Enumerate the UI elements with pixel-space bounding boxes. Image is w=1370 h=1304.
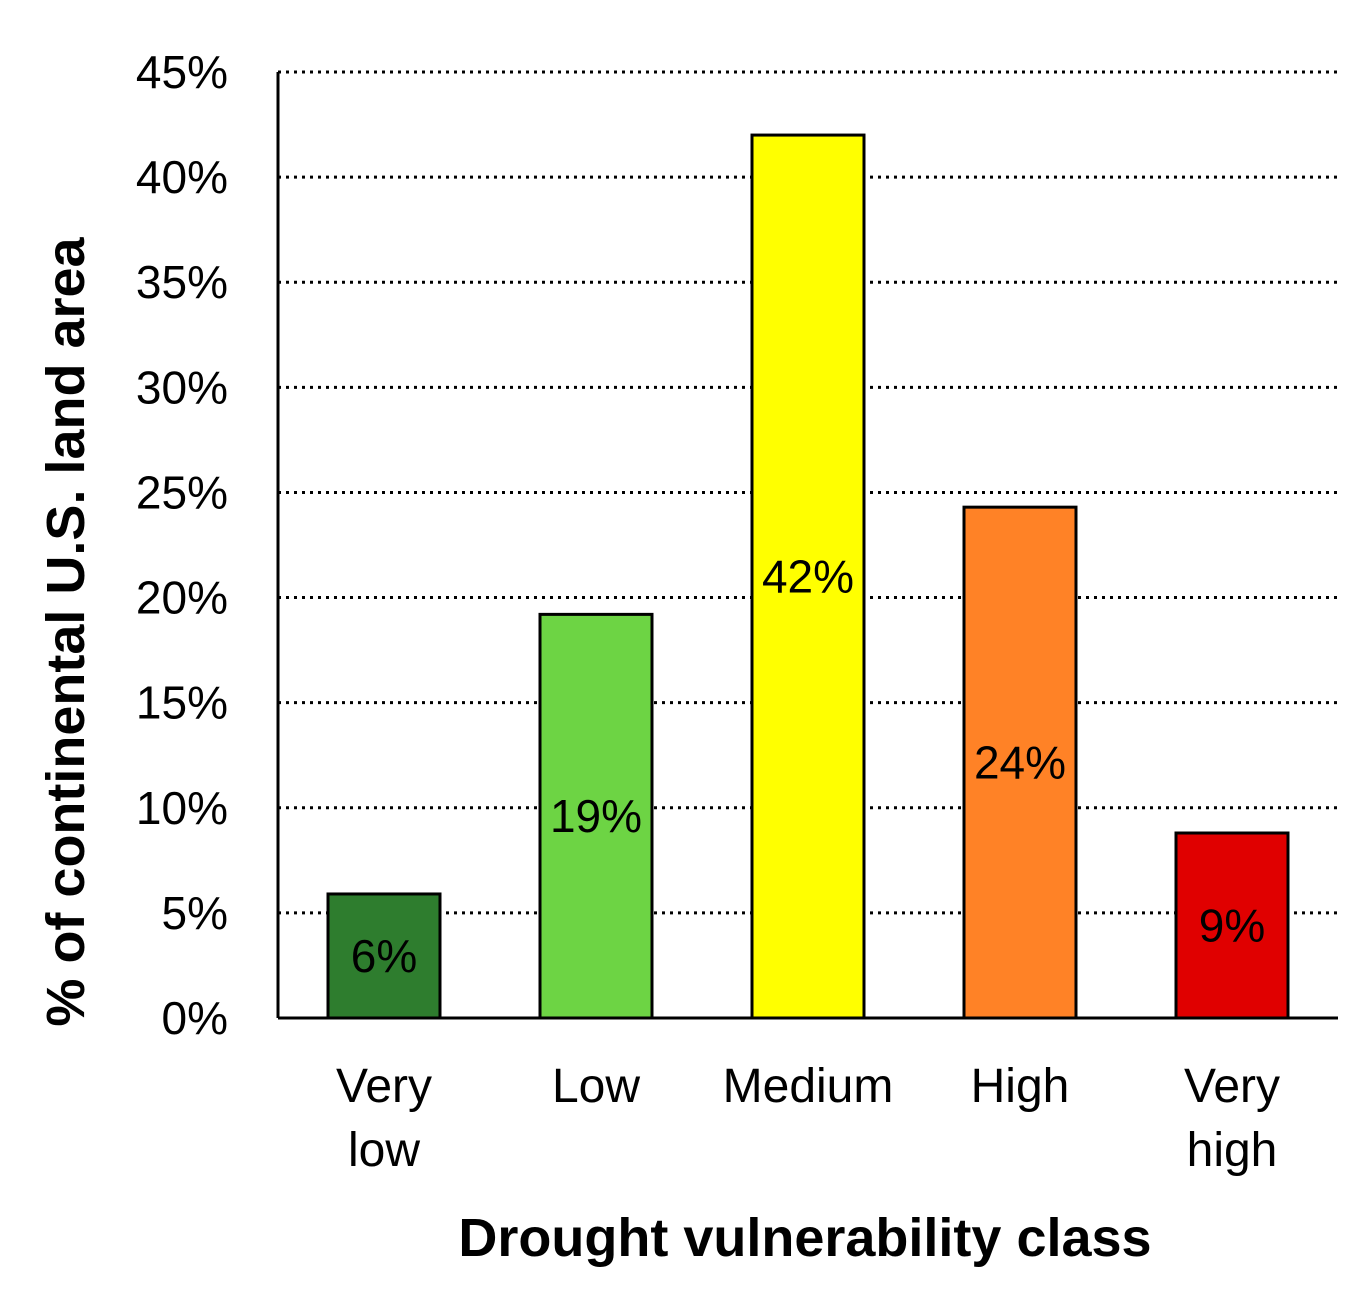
y-tick-label: 10% (136, 782, 228, 834)
bar (962, 505, 1078, 1020)
y-tick-label: 15% (136, 677, 228, 729)
y-tick-label: 25% (136, 466, 228, 518)
y-axis-title: % of continental U.S. land area (36, 236, 96, 1026)
y-tick-label: 5% (162, 887, 228, 939)
category-label: Low (552, 1060, 640, 1113)
category-label: Medium (723, 1060, 894, 1113)
data-labels: 6% 19% 42% 24% 9% (351, 551, 1265, 982)
category-label: Very (336, 1060, 432, 1113)
data-label: 24% (974, 737, 1066, 789)
category-label: High (971, 1060, 1070, 1113)
data-label: 6% (351, 930, 417, 982)
y-tick-labels: 0% 5% 10% 15% 20% 25% 30% 35% 40% 45% (136, 46, 228, 1044)
data-label: 9% (1199, 900, 1265, 952)
y-tick-label: 20% (136, 572, 228, 624)
category-label: low (348, 1124, 420, 1177)
axes (276, 72, 1338, 1020)
bar (1174, 831, 1290, 1020)
bar (750, 133, 866, 1020)
y-tick-label: 40% (136, 151, 228, 203)
category-label: Very (1184, 1060, 1280, 1113)
y-tick-label: 45% (136, 46, 228, 98)
y-tick-label: 30% (136, 361, 228, 413)
bar (538, 612, 654, 1020)
bars (326, 133, 1290, 1020)
data-label: 19% (550, 790, 642, 842)
category-labels: Very low Low Medium High Very high (336, 1060, 1280, 1177)
y-tick-label: 35% (136, 256, 228, 308)
category-label: high (1187, 1124, 1278, 1177)
x-axis-title: Drought vulnerability class (458, 1208, 1151, 1268)
y-tick-label: 0% (162, 992, 228, 1044)
data-label: 42% (762, 551, 854, 603)
